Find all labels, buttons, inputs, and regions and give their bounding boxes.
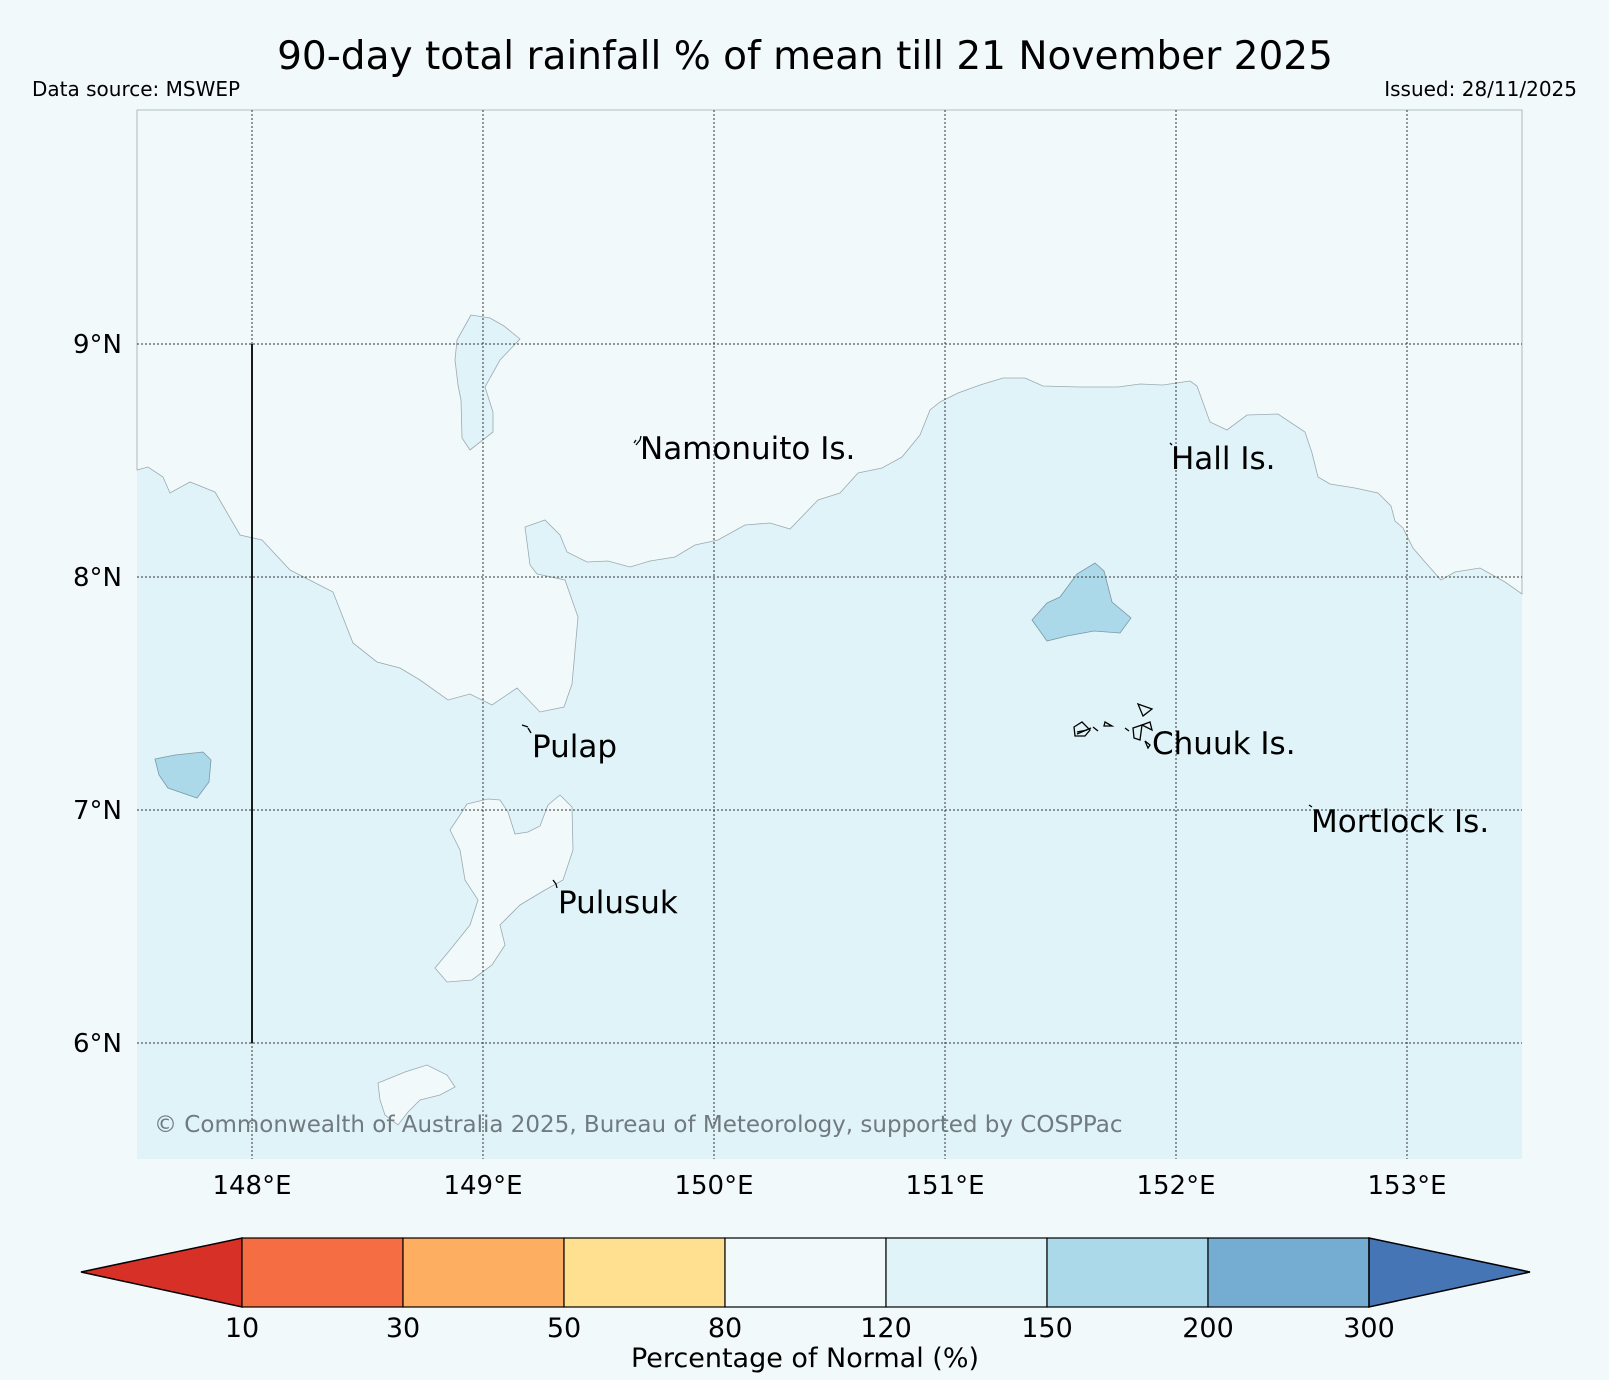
colorbar-cell [563,1237,726,1308]
place-label: Pulusuk [558,885,678,921]
namonuito-islet [633,435,642,446]
islet [1144,740,1151,750]
place-label: Chuuk Is. [1152,726,1296,762]
issued-date: Issued: 28/11/2025 [1384,77,1577,101]
islet [1076,727,1092,735]
map-title: 90-day total rainfall % of mean till 21 … [277,34,1333,79]
pulusuk-islet [552,879,558,889]
region-150-200-west [154,751,212,799]
small-islets [521,435,1313,889]
colorbar-tick-label: 10 [225,1313,259,1344]
islet [1124,727,1130,732]
islet [1092,726,1099,732]
colorbar-tick-label: 200 [1182,1313,1234,1344]
x-tick-label: 150°E [674,1171,753,1201]
copyright-notice: © Commonwealth of Australia 2025, Bureau… [154,1112,1123,1138]
colorbar-cell [1207,1237,1370,1308]
data-source: Data source: MSWEP [32,77,240,101]
pulap-islet [521,724,532,734]
colorbar-cell [724,1237,887,1308]
colorbar-tick-label: 80 [708,1313,742,1344]
place-label: Mortlock Is. [1311,804,1489,840]
colorbar-tick-label: 150 [1021,1313,1073,1344]
colorbar-over-arrow [1368,1237,1531,1308]
x-tick-label: 149°E [443,1171,522,1201]
place-label: Pulap [532,729,617,765]
x-tick-label: 153°E [1367,1171,1446,1201]
y-tick-label: 6°N [73,1029,122,1059]
place-label: Hall Is. [1171,441,1276,477]
y-tick-label: 8°N [73,563,122,593]
colorbar-label: Percentage of Normal (%) [631,1343,979,1374]
y-tick-label: 9°N [73,330,122,360]
x-axis-labels: 148°E 149°E 150°E 151°E 152°E 153°E [212,1171,1446,1201]
colorbar-tick-label: 120 [860,1313,912,1344]
region-120-150-island [454,314,521,451]
islet [1136,702,1154,718]
islet [1073,721,1091,737]
colorbar: 10 30 50 80 120 150 200 300 Percentage o… [80,1237,1531,1374]
hall-islet [1169,442,1173,446]
colorbar-cell [241,1237,404,1308]
x-tick-label: 152°E [1136,1171,1215,1201]
region-80-120-islet [377,1064,456,1126]
place-label: Namonuito Is. [640,431,855,467]
colorbar-tick-label: 30 [386,1313,420,1344]
islet [1140,721,1153,732]
x-tick-label: 151°E [905,1171,984,1201]
y-tick-label: 7°N [73,796,122,826]
region-80-120-south [434,794,574,983]
colorbar-tick-label: 50 [547,1313,581,1344]
islet [1132,724,1143,741]
colorbar-cell [885,1237,1048,1308]
islet [1103,721,1115,727]
chuuk-islets [1073,702,1154,750]
x-tick-label: 148°E [212,1171,291,1201]
place-labels: Namonuito Is. Hall Is. Pulap Chuuk Is. M… [532,431,1489,921]
region-80-120-north [136,109,1523,713]
colorbar-cell [402,1237,565,1308]
region-150-200-east [1031,562,1132,642]
mortlock-islet [1308,804,1313,808]
colorbar-under-arrow [80,1237,243,1308]
y-axis-labels: 9°N 8°N 7°N 6°N [73,330,122,1059]
colorbar-tick-label: 300 [1343,1313,1395,1344]
colorbar-cell [1046,1237,1209,1308]
